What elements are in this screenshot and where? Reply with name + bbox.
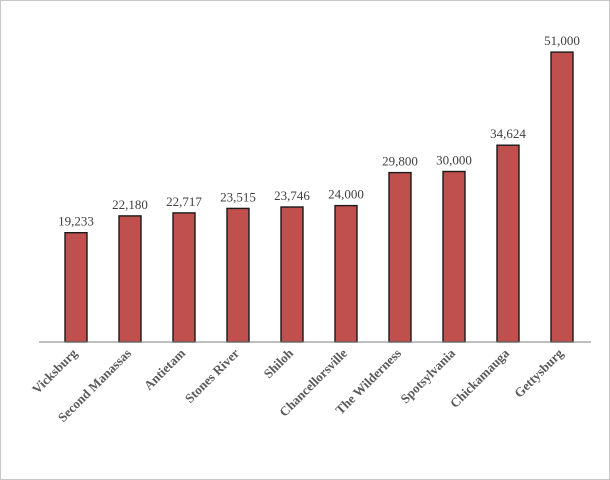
value-label-second-manassas: 22,180 — [112, 197, 148, 212]
bar-vicksburg — [64, 231, 88, 343]
value-label-antietam: 22,717 — [166, 194, 202, 209]
value-label-vicksburg: 19,233 — [58, 214, 94, 229]
bar-shiloh — [280, 206, 304, 343]
value-label-gettysburg: 51,000 — [544, 33, 580, 48]
category-label-gettysburg: Gettysburg — [511, 345, 566, 400]
category-label-shiloh: Shiloh — [260, 345, 296, 381]
bar-gettysburg — [550, 51, 574, 343]
value-label-chickamauga: 34,624 — [490, 126, 526, 141]
bar-antietam — [172, 212, 196, 343]
bar-chickamauga — [496, 144, 520, 343]
bar-the-wilderness — [388, 171, 412, 343]
bar-second-manassas — [118, 215, 142, 343]
bar-chancellorsville — [334, 204, 358, 343]
value-label-chancellorsville: 24,000 — [328, 187, 364, 202]
bar-stones-river — [226, 207, 250, 343]
value-label-spotsylvania: 30,000 — [436, 153, 472, 168]
category-label-vicksburg: Vicksburg — [29, 345, 80, 396]
category-label-stones-river: Stones River — [182, 345, 243, 406]
bars-group — [64, 51, 574, 343]
category-label-antietam: Antietam — [141, 345, 188, 392]
value-labels-group: 19,233 22,180 22,717 23,515 23,746 24,000 29,8… — [58, 33, 580, 229]
value-label-stones-river: 23,515 — [220, 189, 256, 204]
bar-spotsylvania — [442, 170, 466, 343]
value-label-the-wilderness: 29,800 — [382, 154, 418, 169]
value-label-shiloh: 23,746 — [274, 188, 310, 203]
